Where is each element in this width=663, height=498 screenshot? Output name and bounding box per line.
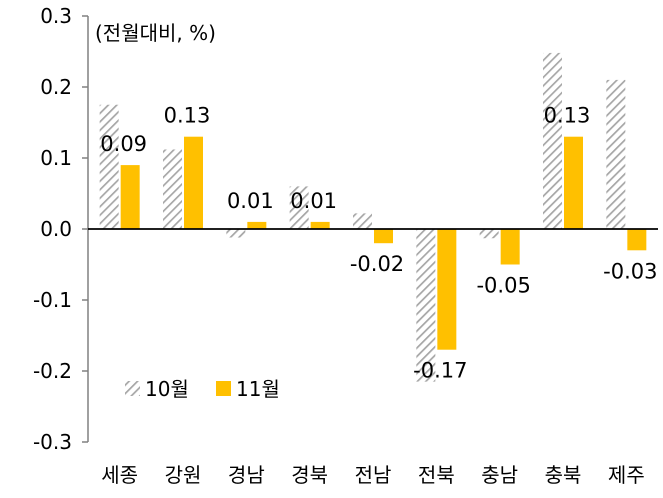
category-labels: 세종 강원 경남 경북 전남 전북 충남 충북 제주 bbox=[101, 463, 644, 487]
bar-oct bbox=[606, 79, 626, 230]
category-label: 강원 bbox=[165, 463, 202, 487]
category-label: 충남 bbox=[481, 463, 518, 487]
legend-swatch-nov bbox=[216, 381, 231, 396]
bar-nov bbox=[120, 165, 140, 229]
bar-nov bbox=[374, 229, 393, 244]
category-label: 경북 bbox=[291, 463, 328, 487]
category-label: 제주 bbox=[608, 463, 645, 487]
bar-nov bbox=[247, 221, 267, 229]
y-tick-label: 0.1 bbox=[40, 146, 72, 170]
data-label: 0.01 bbox=[227, 189, 274, 213]
legend-label-oct: 10월 bbox=[145, 377, 189, 401]
bar-oct bbox=[99, 104, 119, 229]
category-label: 전남 bbox=[355, 463, 392, 487]
category-label: 세종 bbox=[101, 463, 138, 487]
bar-oct bbox=[479, 229, 499, 239]
data-label: -0.03 bbox=[603, 259, 657, 283]
data-label: 0.09 bbox=[100, 132, 147, 156]
bar-nov bbox=[564, 136, 583, 229]
category-label: 충북 bbox=[545, 463, 582, 487]
data-label: -0.17 bbox=[413, 359, 467, 383]
y-tick-label: 0.3 bbox=[40, 4, 72, 28]
data-label: 0.13 bbox=[544, 104, 591, 128]
bar-oct bbox=[163, 149, 182, 229]
legend: 10월 11월 bbox=[125, 377, 280, 401]
bar-oct bbox=[226, 229, 246, 238]
bar-nov bbox=[500, 229, 520, 265]
y-tick-label: -0.1 bbox=[33, 288, 72, 312]
bar-oct bbox=[416, 229, 436, 382]
data-labels: 0.09 0.13 0.01 0.01 -0.02 -0.17 -0.05 0.13 -0.03 bbox=[100, 104, 657, 383]
data-label: -0.05 bbox=[476, 274, 530, 298]
bar-series bbox=[99, 52, 647, 382]
bar-nov bbox=[437, 229, 457, 350]
bar-nov bbox=[184, 136, 203, 229]
legend-label-nov: 11월 bbox=[236, 377, 280, 401]
bar-oct bbox=[289, 186, 309, 229]
bar-nov bbox=[310, 221, 330, 229]
bar-nov bbox=[627, 229, 647, 251]
y-axis: 0.3 0.2 0.1 0.0 -0.1 -0.2 -0.3 bbox=[33, 4, 89, 454]
bar-oct bbox=[353, 213, 372, 229]
y-tick-label: 0.0 bbox=[40, 217, 72, 241]
category-label: 경남 bbox=[228, 463, 265, 487]
data-label: -0.02 bbox=[350, 252, 404, 276]
bar-oct bbox=[543, 52, 562, 229]
data-label: 0.01 bbox=[290, 189, 337, 213]
data-label: 0.13 bbox=[164, 104, 211, 128]
unit-label: (전월대비, %) bbox=[95, 21, 216, 45]
y-tick-label: 0.2 bbox=[40, 75, 72, 99]
legend-swatch-oct bbox=[125, 381, 140, 396]
y-tick-label: -0.2 bbox=[33, 359, 72, 383]
y-tick-label: -0.3 bbox=[33, 430, 72, 454]
category-label: 전북 bbox=[418, 463, 455, 487]
